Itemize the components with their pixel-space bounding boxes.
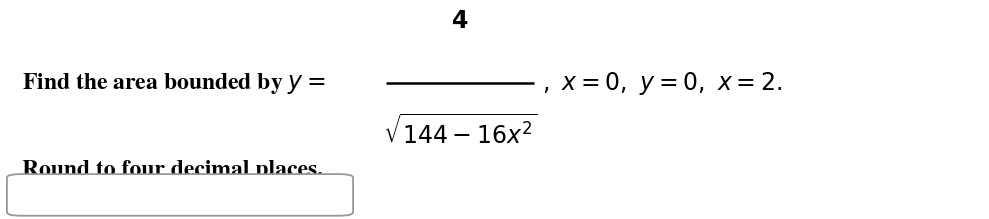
Text: $,\ x = 0,\ y = 0,\ x = 2.$: $,\ x = 0,\ y = 0,\ x = 2.$ [542,70,782,97]
Text: $\sqrt{144-16x^2}$: $\sqrt{144-16x^2}$ [383,114,537,149]
FancyBboxPatch shape [7,174,353,216]
Text: Find the area bounded by $y =$: Find the area bounded by $y =$ [22,71,325,96]
Text: Round to four decimal places.: Round to four decimal places. [22,160,322,181]
Text: $\mathbf{4}$: $\mathbf{4}$ [451,11,469,33]
